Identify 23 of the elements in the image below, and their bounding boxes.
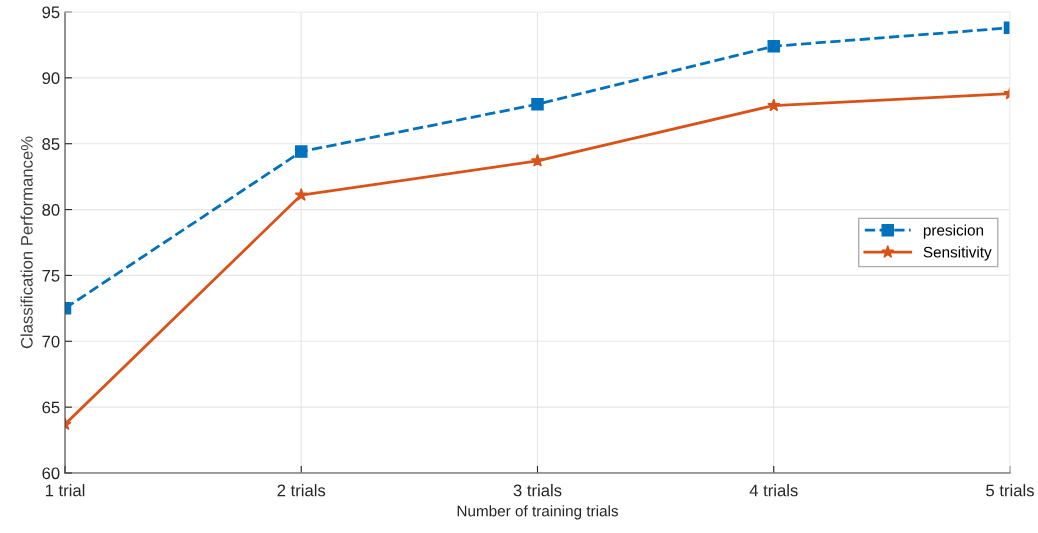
x-axis-title: Number of training trials <box>457 505 619 520</box>
y-tick-label: 65 <box>42 401 60 414</box>
point <box>294 188 308 201</box>
y-tick-label: 95 <box>42 6 60 19</box>
legend-label: presicion <box>923 224 984 239</box>
legend-label: Sensitivity <box>923 246 992 261</box>
y-tick-label: 70 <box>42 335 60 348</box>
point <box>531 97 544 111</box>
y-tick-label: 60 <box>42 467 60 480</box>
point <box>767 98 781 112</box>
x-tick-label: 1 trial <box>45 484 85 497</box>
y-tick-label: 80 <box>42 203 60 216</box>
x-tick-label: 3 trials <box>513 484 562 497</box>
point <box>767 39 781 53</box>
y-tick-label: 85 <box>42 138 60 150</box>
point <box>294 145 308 158</box>
y-tick-label: 90 <box>42 72 60 85</box>
x-tick-label: 5 trials <box>986 484 1034 497</box>
x-tick-label: 2 trials <box>277 484 326 497</box>
x-tick-label: 4 trials <box>749 484 798 497</box>
point <box>530 153 545 167</box>
y-axis-title: Classification Performance% <box>20 136 33 349</box>
y-tick-label: 75 <box>42 270 60 282</box>
